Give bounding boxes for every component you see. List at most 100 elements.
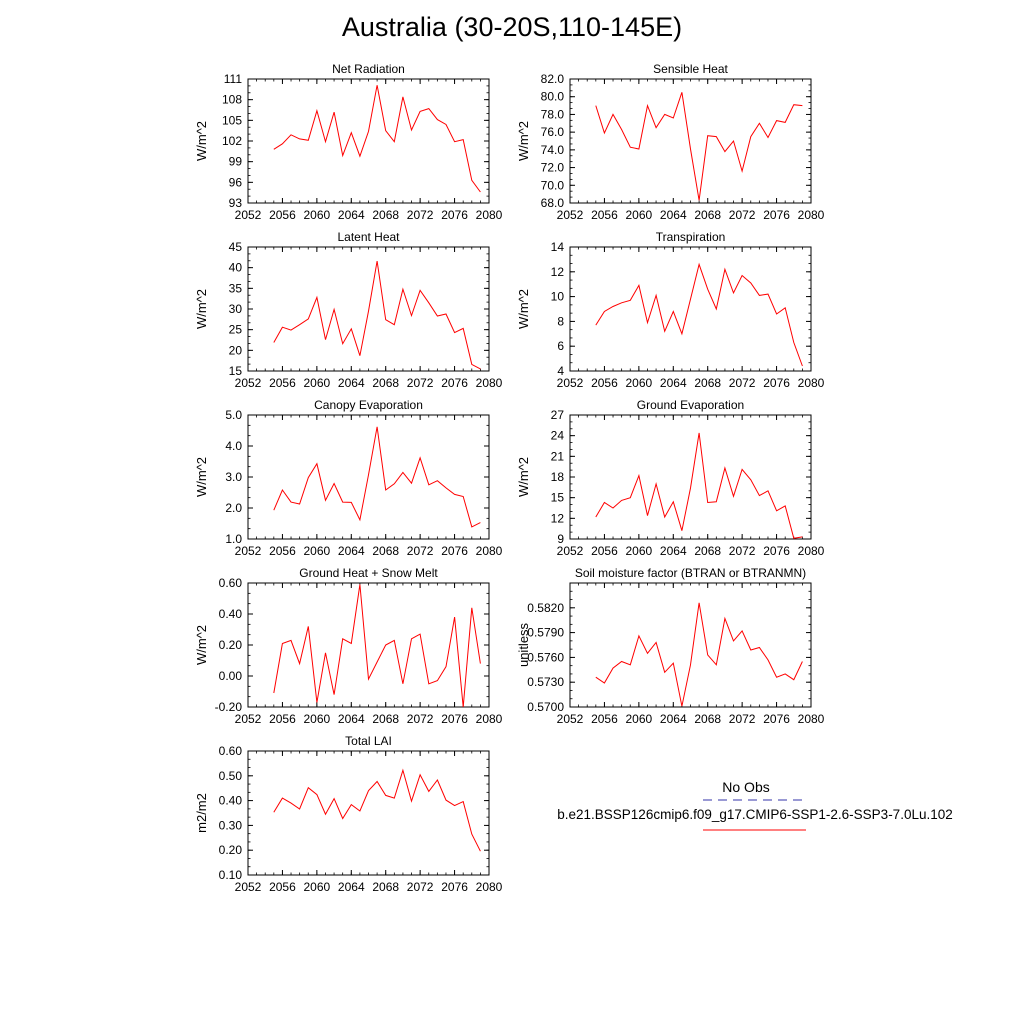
ground-evaporation-xtick-label: 2056 — [591, 544, 618, 558]
net-radiation-xtick-label: 2068 — [372, 208, 399, 222]
sensible-heat-ytick-label: 70.0 — [541, 178, 565, 192]
sensible-heat-ytick-label: 74.0 — [541, 143, 565, 157]
total-lai-xtick-label: 2076 — [441, 880, 468, 894]
total-lai-xtick-label: 2064 — [338, 880, 365, 894]
soil-moisture-factor-btran-or-btranmn-xtick-label: 2064 — [660, 712, 687, 726]
ground-heat-snow-melt-ytick-label: 0.00 — [219, 669, 243, 683]
ground-heat-snow-melt-xtick-label: 2080 — [476, 712, 503, 726]
latent-heat-ytick-label: 45 — [229, 240, 243, 254]
latent-heat-ytick-label: 40 — [229, 261, 243, 275]
transpiration-ytick-label: 8 — [557, 314, 564, 328]
total-lai-ytick-label: 0.10 — [219, 868, 243, 882]
canopy-evaporation-title: Canopy Evaporation — [314, 398, 423, 412]
ground-evaporation-xtick-label: 2072 — [729, 544, 756, 558]
canopy-evaporation-ytick-label: 3.0 — [225, 470, 242, 484]
ground-evaporation-plot-frame — [569, 414, 812, 540]
net-radiation-xtick-label: 2056 — [269, 208, 296, 222]
canopy-evaporation-xtick-label: 2076 — [441, 544, 468, 558]
legend-label-run: b.e21.BSSP126cmip6.f09_g17.CMIP6-SSP1-2.… — [557, 807, 953, 822]
net-radiation-xtick-label: 2080 — [476, 208, 503, 222]
net-radiation-xtick-label: 2072 — [407, 208, 434, 222]
ground-heat-snow-melt-xtick-label: 2072 — [407, 712, 434, 726]
soil-moisture-factor-btran-or-btranmn-xtick-label: 2060 — [626, 712, 653, 726]
net-radiation-ytick-label: 105 — [222, 113, 242, 127]
canopy-evaporation-ytick-label: 5.0 — [225, 408, 242, 422]
transpiration-ytick-label: 10 — [551, 290, 565, 304]
canopy-evaporation-xtick-label: 2072 — [407, 544, 434, 558]
latent-heat-ytick-label: 35 — [229, 281, 243, 295]
soil-moisture-factor-btran-or-btranmn-ytick-label: 0.5790 — [527, 626, 564, 640]
latent-heat-ytick-label: 20 — [229, 343, 243, 357]
canopy-evaporation-ytick-label: 4.0 — [225, 439, 242, 453]
net-radiation-series-line — [273, 85, 481, 193]
ground-evaporation-ytick-label: 9 — [557, 532, 564, 546]
canopy-evaporation-xtick-label: 2068 — [372, 544, 399, 558]
transpiration-xtick-label: 2052 — [557, 376, 584, 390]
ground-heat-snow-melt-ytick-label: 0.60 — [219, 576, 243, 590]
canopy-evaporation-xtick-label: 2060 — [304, 544, 331, 558]
sensible-heat-xtick-label: 2080 — [798, 208, 825, 222]
soil-moisture-factor-btran-or-btranmn-xtick-label: 2080 — [798, 712, 825, 726]
sensible-heat-ytick-label: 68.0 — [541, 196, 565, 210]
total-lai-series-line — [273, 768, 481, 852]
ground-evaporation-xtick-label: 2080 — [798, 544, 825, 558]
transpiration-ytick-label: 12 — [551, 265, 565, 279]
sensible-heat-title: Sensible Heat — [653, 62, 728, 76]
transpiration-ytick-label: 4 — [557, 364, 564, 378]
net-radiation-xtick-label: 2052 — [235, 208, 262, 222]
ground-evaporation-ytick-label: 24 — [551, 429, 565, 443]
soil-moisture-factor-btran-or-btranmn-xtick-label: 2068 — [694, 712, 721, 726]
sensible-heat-xtick-label: 2056 — [591, 208, 618, 222]
canopy-evaporation-ylabel: W/m^2 — [194, 457, 209, 497]
sensible-heat-ytick-label: 82.0 — [541, 72, 565, 86]
ground-evaporation-xtick-label: 2068 — [694, 544, 721, 558]
ground-heat-snow-melt-ytick-label: -0.20 — [215, 700, 243, 714]
ground-evaporation-ytick-label: 21 — [551, 449, 565, 463]
soil-moisture-factor-btran-or-btranmn-xtick-label: 2052 — [557, 712, 584, 726]
ground-evaporation-ylabel: W/m^2 — [516, 457, 531, 497]
ground-heat-snow-melt-ytick-label: 0.20 — [219, 638, 243, 652]
sensible-heat-ytick-label: 78.0 — [541, 107, 565, 121]
soil-moisture-factor-btran-or-btranmn-ylabel: unitless — [516, 622, 531, 667]
soil-moisture-factor-btran-or-btranmn-ytick-label: 0.5700 — [527, 700, 564, 714]
canopy-evaporation-xtick-label: 2064 — [338, 544, 365, 558]
latent-heat-xtick-label: 2068 — [372, 376, 399, 390]
canopy-evaporation-xtick-label: 2056 — [269, 544, 296, 558]
latent-heat-series-line — [273, 261, 481, 370]
total-lai-ytick-label: 0.60 — [219, 744, 243, 758]
net-radiation-ytick-label: 111 — [224, 72, 243, 86]
total-lai-ytick-label: 0.50 — [219, 769, 243, 783]
sensible-heat-ylabel: W/m^2 — [516, 121, 531, 161]
net-radiation-ytick-label: 93 — [229, 196, 243, 210]
total-lai-xtick-label: 2068 — [372, 880, 399, 894]
latent-heat-title: Latent Heat — [337, 230, 400, 244]
latent-heat-xtick-label: 2052 — [235, 376, 262, 390]
total-lai-title: Total LAI — [345, 734, 392, 748]
latent-heat-ytick-label: 15 — [229, 364, 243, 378]
sensible-heat-ytick-label: 72.0 — [541, 161, 565, 175]
sensible-heat-plot-frame — [569, 78, 812, 204]
sensible-heat-xtick-label: 2076 — [763, 208, 790, 222]
total-lai-xtick-label: 2072 — [407, 880, 434, 894]
figure-title: Australia (30-20S,110-145E) — [341, 12, 683, 42]
transpiration-xtick-label: 2060 — [626, 376, 653, 390]
transpiration-ylabel: W/m^2 — [516, 289, 531, 329]
sensible-heat-xtick-label: 2064 — [660, 208, 687, 222]
transpiration-ytick-label: 6 — [557, 339, 564, 353]
ground-heat-snow-melt-xtick-label: 2060 — [304, 712, 331, 726]
sensible-heat-xtick-label: 2060 — [626, 208, 653, 222]
latent-heat-xtick-label: 2076 — [441, 376, 468, 390]
net-radiation-ylabel: W/m^2 — [194, 121, 209, 161]
ground-heat-snow-melt-plot-frame — [247, 582, 490, 708]
ground-evaporation-ytick-label: 12 — [551, 511, 565, 525]
soil-moisture-factor-btran-or-btranmn-xtick-label: 2076 — [763, 712, 790, 726]
net-radiation-ytick-label: 99 — [229, 155, 243, 169]
ground-evaporation-ytick-label: 15 — [551, 491, 565, 505]
ground-evaporation-series-line — [595, 432, 803, 539]
total-lai-ylabel: m2/m2 — [194, 793, 209, 833]
soil-moisture-factor-btran-or-btranmn-ytick-label: 0.5760 — [527, 650, 564, 664]
net-radiation-ytick-label: 102 — [222, 134, 242, 148]
latent-heat-xtick-label: 2056 — [269, 376, 296, 390]
net-radiation-ytick-label: 108 — [222, 93, 242, 107]
canopy-evaporation-series-line — [273, 426, 481, 528]
